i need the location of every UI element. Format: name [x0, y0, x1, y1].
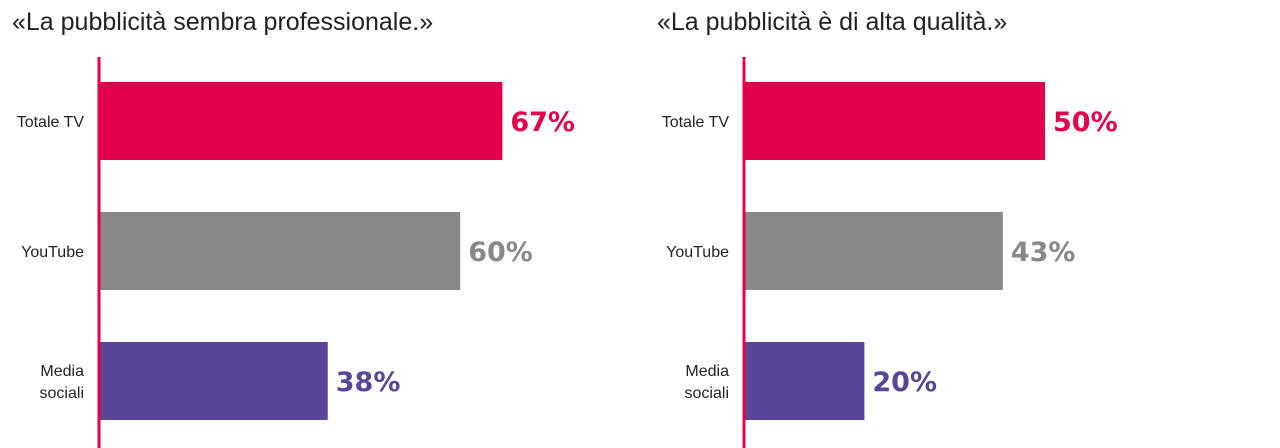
bar-media-sociali — [744, 342, 865, 420]
bar-chart-professional: 67% Totale TV 60% YouTube 38% Media sociali — [17, 57, 575, 448]
bar-media-sociali — [99, 342, 328, 420]
bar-youtube — [99, 212, 461, 290]
category-label: Totale TV — [662, 114, 730, 131]
value-label: 38% — [336, 367, 401, 398]
value-label: 60% — [468, 237, 533, 268]
bar-chart-quality: 50% Totale TV 43% YouTube 20% Media sociali — [662, 57, 1118, 448]
category-label: Media sociali — [685, 363, 730, 402]
bar-youtube — [744, 212, 1003, 290]
category-label: Media sociali — [40, 363, 85, 402]
category-label: YouTube — [666, 244, 729, 261]
chart-title: «La pubblicità sembra professionale.» — [12, 8, 434, 36]
chart-panel-quality: 50% Totale TV 43% YouTube 20% Media sociali «L… — [645, 0, 1245, 448]
value-label: 20% — [872, 367, 937, 398]
bar-totale-tv — [99, 82, 503, 160]
chart-panel-professional: 67% Totale TV 60% YouTube 38% Media sociali «L… — [0, 0, 600, 448]
bar-totale-tv — [744, 82, 1045, 160]
value-label: 43% — [1011, 237, 1076, 268]
category-label: Totale TV — [17, 114, 85, 131]
value-label: 67% — [510, 107, 575, 138]
chart-title: «La pubblicità è di alta qualità.» — [657, 8, 1008, 36]
category-label: YouTube — [21, 244, 84, 261]
value-label: 50% — [1053, 107, 1118, 138]
